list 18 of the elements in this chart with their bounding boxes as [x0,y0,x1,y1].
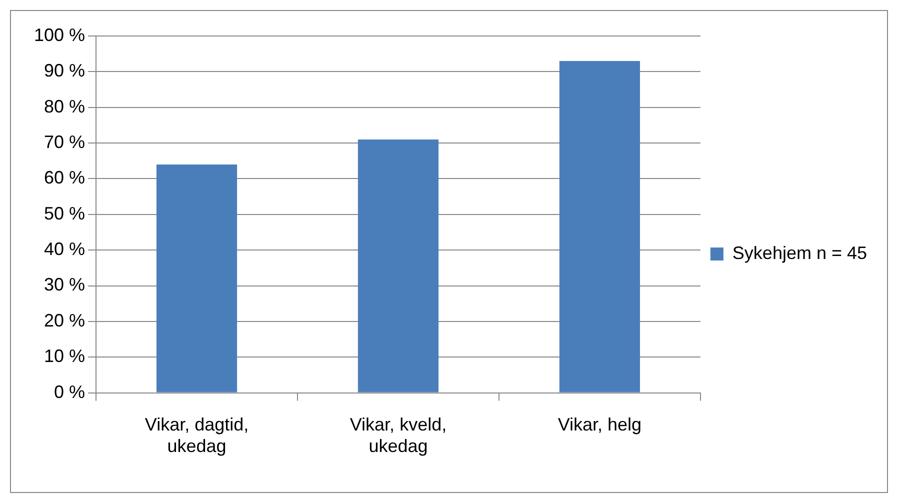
y-tick-label: 70 % [44,132,86,152]
y-tick-label: 0 % [54,382,86,402]
y-tick-label: 100 % [34,24,86,45]
x-tick-label: Vikar, helg [558,414,642,435]
y-tick-label: 80 % [44,96,86,116]
y-tick-label: 90 % [44,60,86,81]
y-tick-label: 50 % [44,203,86,224]
y-tick-label: 40 % [44,239,86,260]
y-tick-label: 60 % [44,168,86,188]
x-tick-label: Vikar, kveld, ukedag [350,414,447,456]
bar [156,164,238,392]
bar [358,139,439,392]
y-tick-label: 30 % [44,274,86,295]
legend-label: Sykehjem n = 45 [732,242,867,263]
y-tick-label: 10 % [44,346,86,366]
y-tick-label: 20 % [44,310,86,330]
bar [559,60,640,392]
x-tick-label: Vikar, dagtid, ukedag [144,414,249,456]
